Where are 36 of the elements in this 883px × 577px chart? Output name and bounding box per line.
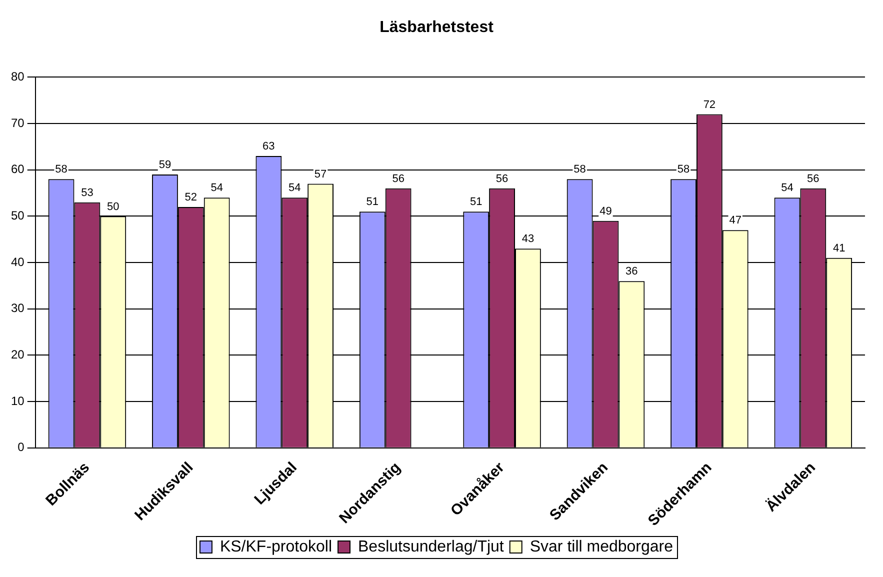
data-label: 58	[574, 164, 586, 176]
data-label: 47	[729, 214, 742, 227]
data-label: 57	[314, 168, 327, 180]
data-label: 53	[81, 186, 94, 199]
data-label: 41	[832, 242, 846, 254]
y-tick-label: 0	[18, 440, 25, 454]
data-label: 51	[470, 196, 482, 208]
data-label: 50	[107, 200, 120, 213]
data-label: 51	[366, 196, 379, 208]
y-tick-label: 70	[10, 116, 25, 130]
legend-label: Svar till medborgare	[530, 538, 674, 556]
data-label: 36	[626, 266, 638, 278]
legend-label: Beslutsunderlag/Tjut	[358, 538, 504, 556]
legend-label: KS/KF-protokoll	[220, 538, 332, 556]
data-label: 54	[210, 182, 223, 194]
data-label: 59	[158, 159, 172, 172]
data-label: 56	[807, 172, 820, 185]
data-label: 63	[262, 140, 275, 153]
data-label: 56	[392, 172, 404, 185]
y-tick-label: 30	[10, 301, 25, 316]
y-tick-label: 10	[10, 394, 25, 408]
data-label: 43	[522, 233, 534, 246]
data-label: 54	[288, 182, 301, 194]
data-label: 54	[781, 182, 794, 194]
data-label: 52	[184, 191, 198, 204]
data-label: 72	[703, 98, 716, 111]
data-label: 58	[55, 164, 68, 176]
data-label: 56	[496, 172, 508, 185]
y-tick-label: 60	[10, 162, 25, 176]
y-tick-label: 50	[10, 208, 25, 223]
data-label: 49	[600, 205, 612, 218]
y-tick-label: 80	[10, 70, 25, 84]
chart-title: Läsbarhetstest	[380, 19, 494, 36]
y-tick-label: 20	[10, 348, 25, 362]
y-tick-label: 40	[10, 254, 25, 269]
data-label: 58	[677, 164, 690, 176]
